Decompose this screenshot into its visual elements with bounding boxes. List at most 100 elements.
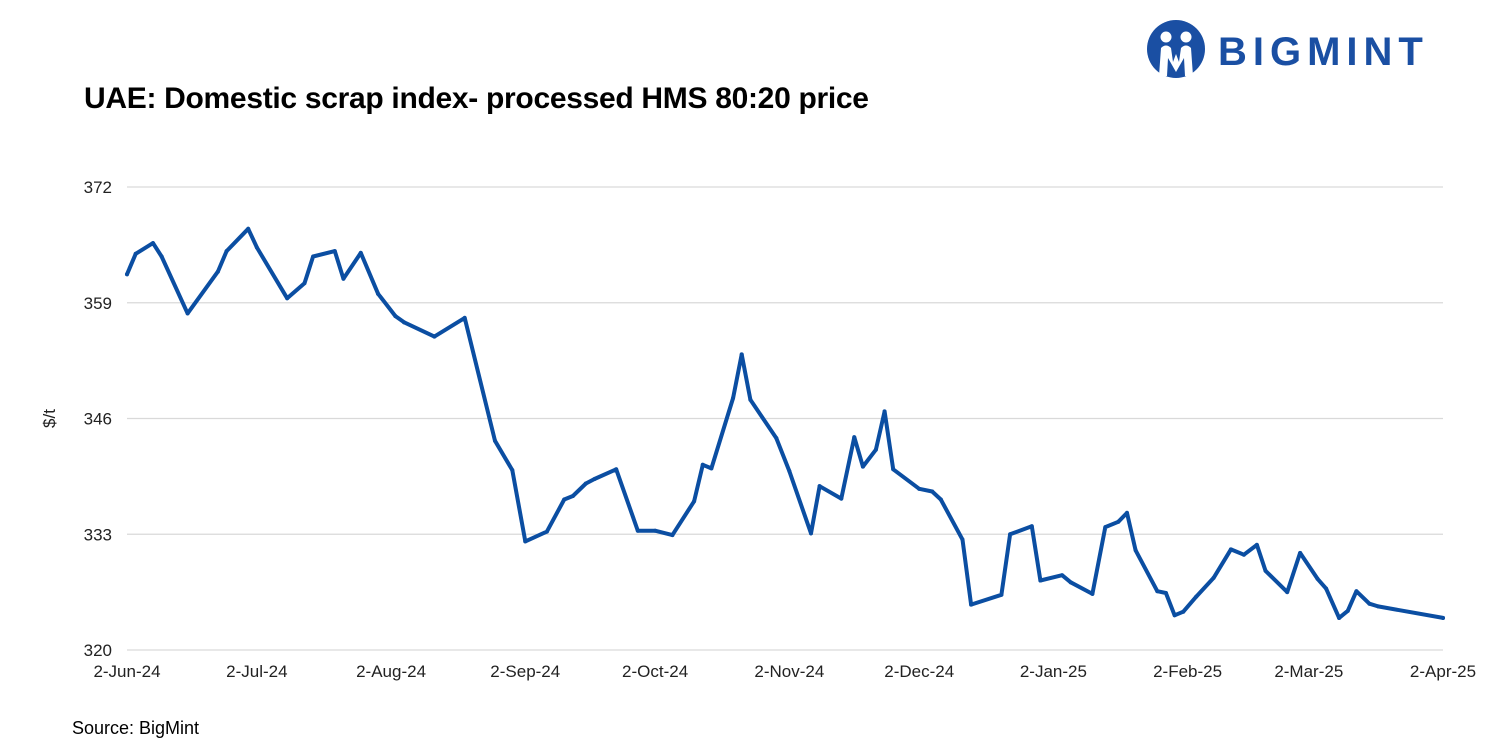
data-point [670, 533, 675, 538]
data-point [808, 531, 813, 536]
x-tick-label: 2-Nov-24 [754, 662, 824, 681]
data-point [523, 539, 528, 544]
y-tick-label: 346 [84, 410, 112, 429]
data-point [1345, 608, 1350, 613]
data-point [700, 462, 705, 467]
y-axis-label: $/t [40, 409, 59, 428]
data-point [1124, 510, 1129, 515]
data-point [1090, 591, 1095, 596]
data-point [938, 497, 943, 502]
data-point [285, 296, 290, 301]
data-point [432, 334, 437, 339]
data-point [873, 447, 878, 452]
x-tick-label: 2-Aug-24 [356, 662, 426, 681]
data-point [1315, 576, 1320, 581]
data-point [302, 281, 307, 286]
x-tick-label: 2-Mar-25 [1274, 662, 1343, 681]
data-point [341, 276, 346, 281]
data-point [510, 468, 515, 473]
data-point [358, 250, 363, 255]
y-tick-label: 372 [84, 178, 112, 197]
data-point [332, 249, 337, 254]
data-point [1133, 548, 1138, 553]
bigmint-emblem-icon [1147, 20, 1205, 78]
data-point [592, 477, 597, 482]
data-point [402, 320, 407, 325]
data-point [748, 397, 753, 402]
brand-name: BIGMINT [1218, 30, 1429, 74]
data-point [1298, 550, 1303, 555]
data-point [917, 486, 922, 491]
data-point [185, 311, 190, 316]
y-tick-label: 333 [84, 525, 112, 544]
data-point [1181, 609, 1186, 614]
x-tick-label: 2-Jul-24 [226, 662, 287, 681]
data-point [215, 269, 220, 274]
data-point [1194, 594, 1199, 599]
data-point [125, 272, 129, 277]
data-point [891, 467, 896, 472]
data-point [462, 315, 467, 320]
data-point [731, 396, 736, 401]
data-point [1376, 604, 1381, 609]
data-point [839, 496, 844, 501]
data-point [817, 484, 822, 489]
data-point [1254, 542, 1259, 547]
x-tick-label: 2-Sep-24 [490, 662, 560, 681]
x-tick-label: 2-Jun-24 [93, 662, 160, 681]
data-point [570, 493, 575, 498]
x-tick-label: 2-Jan-25 [1020, 662, 1087, 681]
data-point [1060, 573, 1065, 578]
series-group [125, 226, 1445, 620]
data-point [1172, 613, 1177, 618]
data-point [1068, 580, 1073, 585]
data-point [1263, 568, 1268, 573]
data-point [150, 241, 155, 246]
data-point [739, 352, 744, 357]
data-point [635, 528, 640, 533]
data-point [393, 314, 398, 319]
data-point [1354, 589, 1359, 594]
data-point [1103, 525, 1108, 530]
series-line [125, 226, 1445, 620]
data-point [860, 464, 865, 469]
data-point [852, 435, 857, 440]
data-point [583, 481, 588, 486]
data-point [614, 467, 619, 472]
data-point [1285, 590, 1290, 595]
data-point [1337, 615, 1342, 620]
x-tick-label: 2-Apr-25 [1410, 662, 1476, 681]
data-point [254, 245, 259, 250]
data-point [787, 469, 792, 474]
data-point [1228, 547, 1233, 552]
data-point [1163, 591, 1168, 596]
data-point [1441, 615, 1445, 620]
x-tick-label: 2-Feb-25 [1153, 662, 1222, 681]
data-point [562, 497, 567, 502]
data-point [224, 249, 229, 254]
data-point [246, 226, 251, 231]
data-point [492, 438, 497, 443]
x-tick-label: 2-Oct-24 [622, 662, 688, 681]
data-point [882, 409, 887, 414]
data-point [1367, 601, 1372, 606]
y-axis-ticks: 320 333 346 359 372 [84, 178, 112, 660]
source-note: Source: BigMint [72, 718, 200, 738]
data-point [774, 436, 779, 441]
chart-title: UAE: Domestic scrap index- processed HMS… [84, 82, 869, 115]
brand-logo [1140, 18, 1460, 80]
data-point [133, 251, 138, 256]
data-point [1038, 578, 1043, 583]
data-point [1155, 589, 1160, 594]
data-point [376, 291, 381, 296]
data-point [159, 254, 164, 259]
y-tick-label: 320 [84, 641, 112, 660]
data-point [969, 602, 974, 607]
data-point [544, 529, 549, 534]
data-point [1324, 586, 1329, 591]
data-point [960, 537, 965, 542]
data-point [930, 489, 935, 494]
data-point [999, 592, 1004, 597]
y-tick-label: 359 [84, 294, 112, 313]
